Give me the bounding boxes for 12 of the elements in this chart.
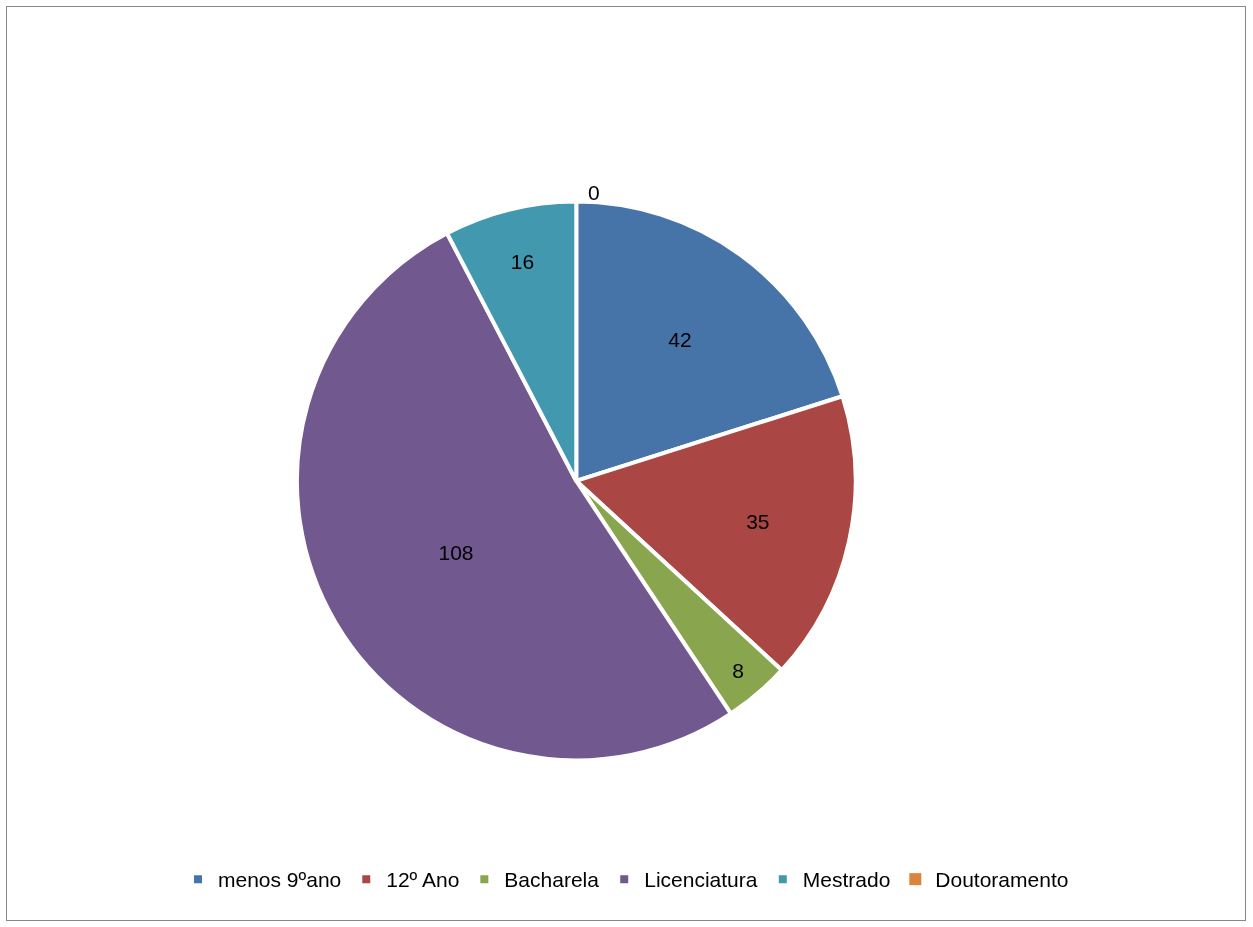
legend-label: menos 9ºano — [218, 868, 342, 892]
data-label: 42 — [668, 327, 692, 351]
data-label: 35 — [746, 509, 770, 533]
legend-label: Doutoramento — [935, 868, 1069, 892]
text: 0 — [588, 181, 600, 204]
data-label: 8 — [732, 659, 745, 683]
legend-label: Licenciatura — [644, 868, 758, 892]
data-label: 16 — [510, 250, 535, 274]
data-label: 108 — [438, 540, 474, 564]
legend-label: 12º Ano — [386, 868, 460, 892]
legend-label: Bacharela — [504, 868, 600, 892]
legend-label: Mestrado — [802, 868, 891, 892]
